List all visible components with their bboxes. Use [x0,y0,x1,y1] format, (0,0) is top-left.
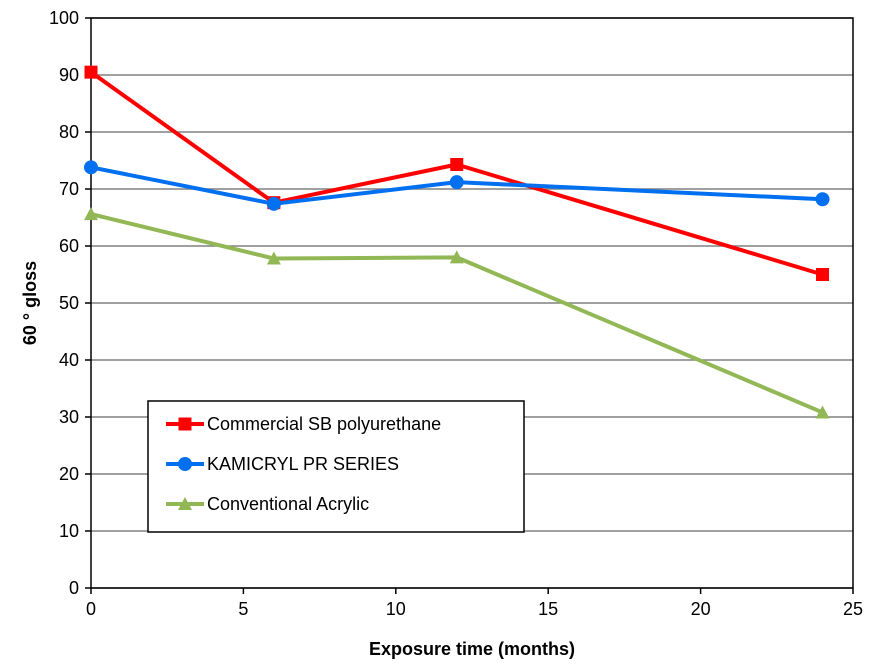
legend-swatch-marker [178,497,192,510]
legend-swatch-marker [178,457,192,471]
legend-item: Commercial SB polyurethane [166,414,441,434]
x-tick-label: 0 [86,599,96,619]
series-0 [84,65,830,281]
series-line [90,165,823,206]
series-line [90,212,824,415]
data-point [449,250,464,264]
y-tick-label: 40 [59,350,79,370]
y-tick-label: 60 [59,236,79,256]
series-line [89,70,824,277]
x-axis-title: Exposure time (months) [369,639,575,659]
legend-items: Commercial SB polyurethane KAMICRYL PR SE… [166,414,441,514]
data-point [266,196,281,211]
data-point [815,192,830,207]
y-tick-label: 50 [59,293,79,313]
legend-item: Conventional Acrylic [166,494,369,514]
y-tick-label: 30 [59,407,79,427]
y-tick-label: 80 [59,122,79,142]
y-tick-label: 100 [49,8,79,28]
x-tick-label: 15 [538,599,558,619]
data-point [84,207,98,221]
legend-label: Commercial SB polyurethane [207,414,441,434]
y-tick-label: 20 [59,464,79,484]
data-point [816,268,830,281]
y-axis-title: 60 ° gloss [20,261,40,345]
y-tick-label: 90 [59,65,79,85]
data-point [84,65,98,79]
legend: Commercial SB polyurethane KAMICRYL PR SE… [147,400,525,533]
series-2 [84,207,830,419]
data-point [449,175,464,190]
x-tick-label: 25 [843,599,863,619]
y-tick-label: 10 [59,521,79,541]
y-axis-ticks: 0 10 20 30 40 50 60 70 80 90 100 [49,8,91,598]
x-axis-ticks: 0 5 10 15 20 25 [86,588,863,619]
legend-item: KAMICRYL PR SERIES [166,454,399,474]
legend-label: Conventional Acrylic [207,494,369,514]
legend-box [147,400,525,533]
x-tick-label: 20 [691,599,711,619]
legend-swatch-marker [178,417,192,431]
y-tick-label: 70 [59,179,79,199]
x-tick-label: 5 [238,599,248,619]
x-tick-label: 10 [386,599,406,619]
series-layer [84,65,830,419]
series-1 [84,160,830,211]
y-tick-label: 0 [69,578,79,598]
data-point [815,405,830,419]
data-point [450,157,464,171]
legend-label: KAMICRYL PR SERIES [207,454,399,474]
data-point [84,160,98,175]
data-point [266,251,281,265]
